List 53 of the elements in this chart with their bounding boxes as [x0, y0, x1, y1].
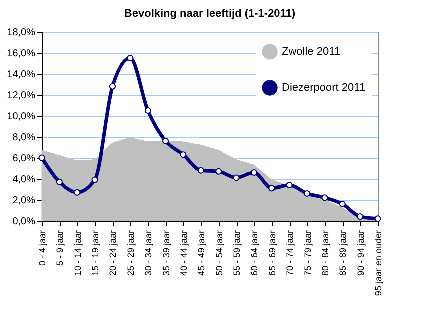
- x-tick-label: 90 - 94 jaar: [356, 230, 366, 276]
- point: [198, 167, 204, 174]
- x-tick-label: 70 - 74 jaar: [285, 230, 296, 276]
- point: [110, 83, 116, 90]
- x-tick-label: 95 jaar en ouder: [374, 230, 384, 296]
- y-tick-label: 14,0%: [7, 70, 36, 80]
- point: [286, 182, 293, 189]
- x-tick-label: 25 - 29 jaar: [126, 230, 136, 276]
- legend-label: Zwolle 2011: [282, 46, 340, 58]
- point: [250, 169, 258, 176]
- point: [38, 154, 46, 162]
- y-tick-label: 4,0%: [12, 174, 36, 186]
- point: [233, 174, 240, 182]
- point: [144, 108, 152, 114]
- point: [56, 178, 63, 186]
- point: [162, 138, 170, 144]
- x-tick-label: 30 - 34 jaar: [144, 230, 154, 276]
- y-tick-label: 16,0%: [7, 48, 36, 60]
- x-tick-label: 40 - 44 jaar: [178, 230, 189, 276]
- y-tick-label: 0,0%: [12, 216, 36, 228]
- point: [127, 55, 134, 62]
- x-tick-label: 35 - 39 jaar: [161, 230, 172, 276]
- x-tick-label: 0 - 4 jaar: [38, 230, 48, 266]
- point: [374, 216, 382, 222]
- x-tick-label: 65 - 69 jaar: [267, 230, 278, 276]
- x-tick-label: 50 - 54 jaar: [214, 230, 224, 276]
- y-tick-label: 12,0%: [7, 90, 36, 102]
- chart-title: Bevolking naar leeftijd (1-1-2011): [124, 8, 296, 20]
- point: [180, 152, 187, 158]
- x-tick-label: 20 - 24 jaar: [108, 230, 118, 276]
- legend-label: Diezerpoort 2011: [282, 82, 366, 94]
- x-tick-label: 75 - 79 jaar: [302, 230, 313, 276]
- x-tick-label: 80 - 84 jaar: [320, 230, 330, 276]
- x-tick-label: 85 - 89 jaar: [338, 230, 348, 276]
- y-tick-label: 2,0%: [12, 196, 36, 206]
- point: [304, 190, 310, 197]
- x-tick-label: 45 - 49 jaar: [196, 230, 207, 276]
- x-tick-label: 55 - 59 jaar: [232, 230, 242, 276]
- x-tick-label: 15 - 19 jaar: [90, 230, 101, 276]
- y-tick-label: 18,0%: [7, 28, 36, 38]
- point: [74, 189, 81, 196]
- point: [339, 200, 346, 208]
- x-tick-label: 10 - 14 jaar: [72, 230, 83, 276]
- point: [357, 214, 364, 220]
- point: [268, 185, 276, 192]
- y-tick-label: 10,0%: [7, 112, 36, 122]
- x-tick-label: 60 - 64 jaar: [250, 230, 260, 276]
- point: [216, 168, 222, 175]
- y-tick-label: 6,0%: [12, 154, 36, 164]
- x-tick-label: 5 - 9 jaar: [55, 230, 66, 266]
- point: [322, 194, 328, 202]
- point: [92, 176, 98, 184]
- y-tick-label: 8,0%: [12, 132, 36, 144]
